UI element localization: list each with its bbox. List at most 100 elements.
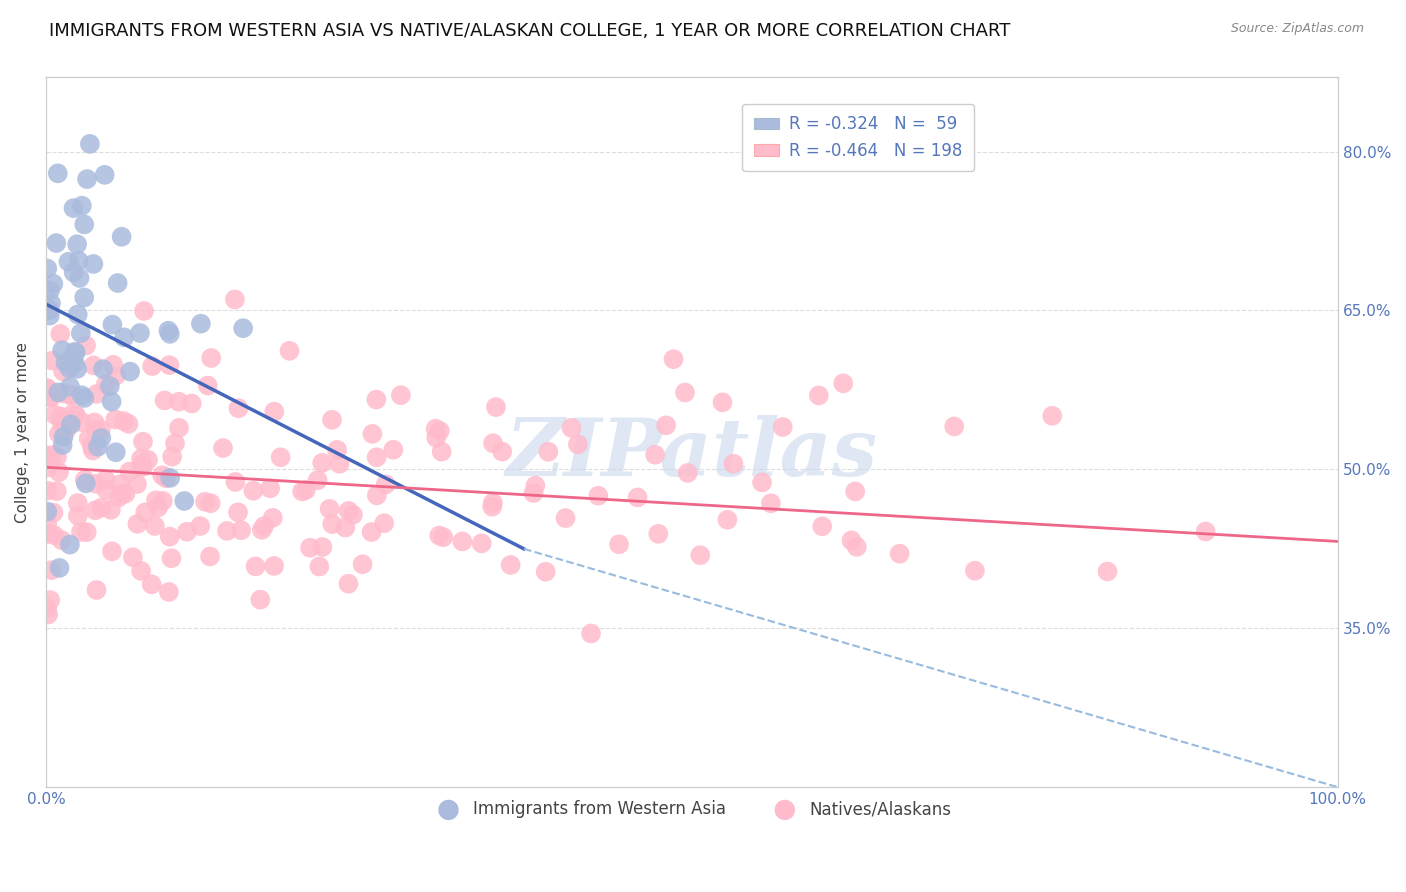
Point <box>1194 524 1216 539</box>
Point <box>46 166 69 180</box>
Point <box>295 483 318 497</box>
Point <box>70 415 93 429</box>
Point <box>37 601 59 615</box>
Point <box>80 439 103 453</box>
Point <box>224 475 246 489</box>
Point <box>42 277 65 291</box>
Point <box>37 526 59 541</box>
Point <box>197 378 219 392</box>
Point <box>42 528 65 542</box>
Point <box>38 390 60 404</box>
Point <box>245 559 267 574</box>
Point <box>176 524 198 539</box>
Point <box>87 440 110 454</box>
Point <box>374 477 396 491</box>
Point <box>48 385 70 400</box>
Point <box>37 261 59 276</box>
Point <box>451 534 474 549</box>
Point <box>100 503 122 517</box>
Point <box>579 626 602 640</box>
Point <box>141 359 163 373</box>
Point <box>160 551 183 566</box>
Point <box>62 201 84 215</box>
Point <box>228 401 250 416</box>
Point <box>70 388 93 402</box>
Point <box>132 434 155 449</box>
Y-axis label: College, 1 year or more: College, 1 year or more <box>15 342 30 523</box>
Point <box>79 136 101 151</box>
Point <box>335 520 357 534</box>
Point <box>318 501 340 516</box>
Point <box>263 558 285 573</box>
Point <box>59 388 82 402</box>
Point <box>44 408 66 422</box>
Point <box>76 525 98 540</box>
Point <box>120 365 142 379</box>
Point <box>66 362 89 376</box>
Point <box>482 436 505 450</box>
Point <box>66 496 89 510</box>
Point <box>49 326 72 341</box>
Point <box>66 237 89 252</box>
Point <box>59 417 82 432</box>
Point <box>326 442 349 457</box>
Point <box>75 338 97 352</box>
Point <box>45 484 67 499</box>
Point <box>60 388 83 402</box>
Point <box>90 500 112 515</box>
Point <box>118 465 141 479</box>
Point <box>48 465 70 479</box>
Point <box>51 416 73 430</box>
Point <box>37 382 59 396</box>
Point <box>132 459 155 474</box>
Point <box>342 508 364 522</box>
Point <box>83 359 105 373</box>
Point <box>62 265 84 279</box>
Point <box>807 388 830 402</box>
Point <box>73 218 96 232</box>
Point <box>141 577 163 591</box>
Point <box>104 368 127 383</box>
Text: IMMIGRANTS FROM WESTERN ASIA VS NATIVE/ALASKAN COLLEGE, 1 YEAR OR MORE CORRELATI: IMMIGRANTS FROM WESTERN ASIA VS NATIVE/A… <box>49 22 1011 40</box>
Point <box>63 356 86 370</box>
Point <box>963 564 986 578</box>
Legend: Immigrants from Western Asia, Natives/Alaskans: Immigrants from Western Asia, Natives/Al… <box>425 794 959 825</box>
Point <box>132 304 155 318</box>
Point <box>499 558 522 572</box>
Point <box>321 517 343 532</box>
Point <box>534 565 557 579</box>
Point <box>107 276 129 290</box>
Point <box>337 576 360 591</box>
Point <box>173 494 195 508</box>
Point <box>77 432 100 446</box>
Point <box>39 391 62 405</box>
Point <box>481 500 503 514</box>
Point <box>37 504 59 518</box>
Point <box>98 379 121 393</box>
Point <box>101 318 124 332</box>
Point <box>90 423 112 437</box>
Point <box>52 364 75 378</box>
Point <box>157 324 180 338</box>
Point <box>242 483 264 498</box>
Text: ZIPatlas: ZIPatlas <box>506 415 877 492</box>
Point <box>108 477 131 491</box>
Point <box>51 343 73 358</box>
Point <box>67 253 90 268</box>
Point <box>360 524 382 539</box>
Point <box>425 431 447 445</box>
Point <box>432 530 454 544</box>
Point <box>152 494 174 508</box>
Point <box>429 424 451 438</box>
Point <box>62 407 84 421</box>
Point <box>188 519 211 533</box>
Point <box>226 505 249 519</box>
Point <box>711 395 734 409</box>
Point <box>100 394 122 409</box>
Point <box>49 409 72 424</box>
Point <box>112 330 135 344</box>
Point <box>46 450 69 464</box>
Point <box>150 468 173 483</box>
Point <box>83 416 105 430</box>
Point <box>232 321 254 335</box>
